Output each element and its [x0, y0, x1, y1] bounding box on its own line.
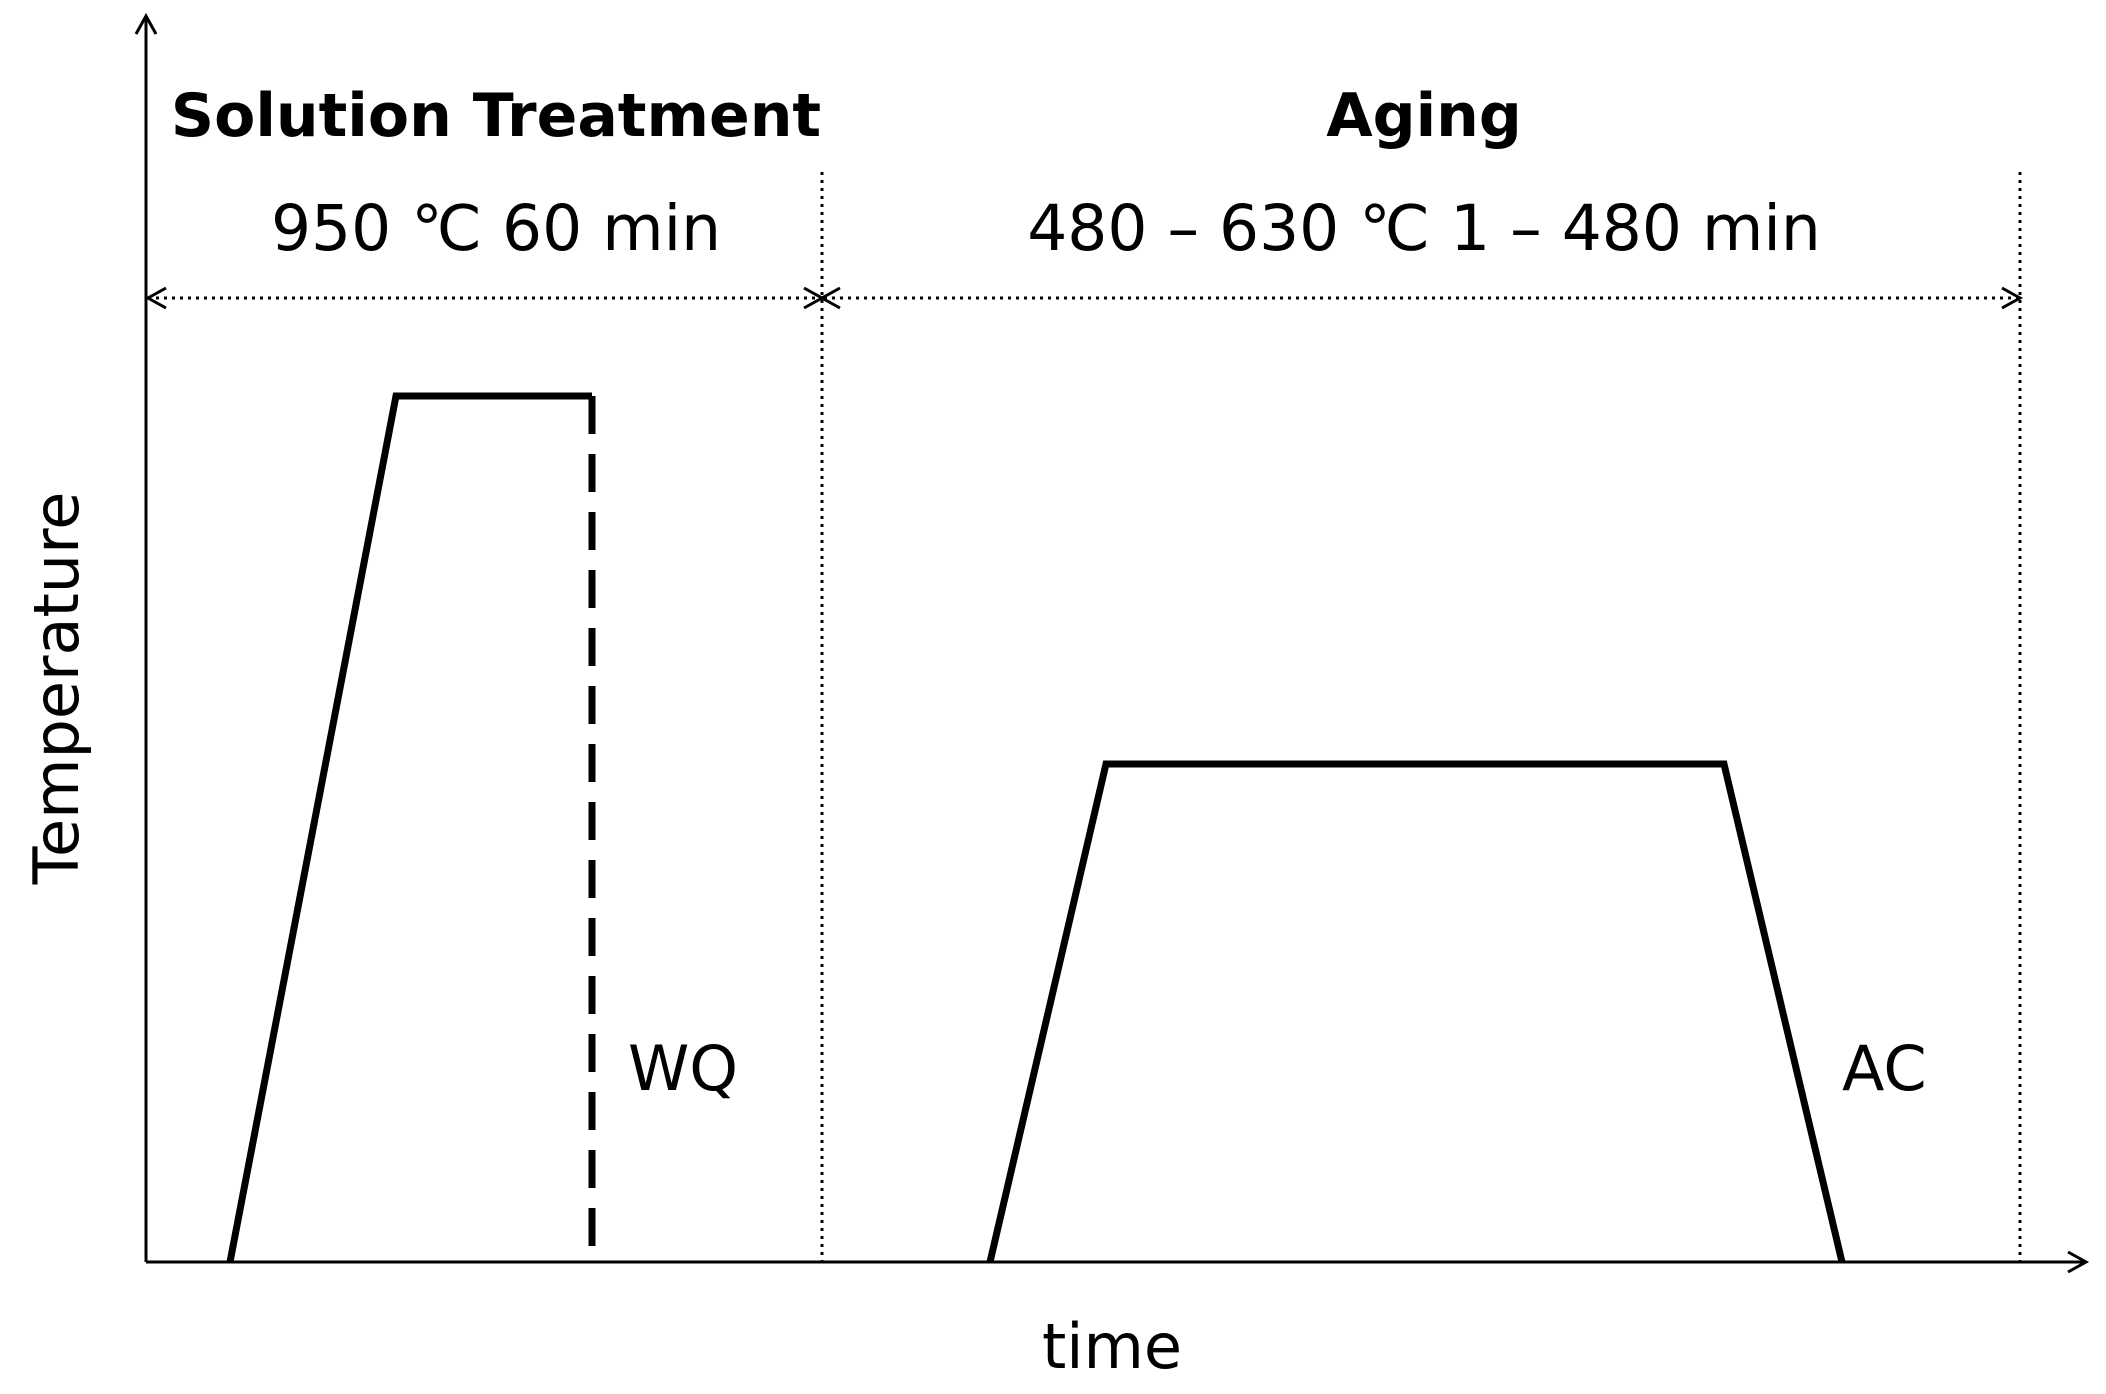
- aging-profile: [986, 760, 1846, 1263]
- water-quench-label: WQ: [628, 1032, 738, 1105]
- aging-span-left-arrowhead: [818, 286, 841, 310]
- stage-dividers: [820, 172, 2022, 1262]
- solution-treatment-conditions: 950 ℃ 60 min: [271, 192, 721, 265]
- solution-treatment-profile: [226, 392, 592, 1263]
- y-axis-arrowhead: [134, 12, 158, 35]
- aging-title: Aging: [1326, 81, 1522, 151]
- span-arrows: [144, 286, 2024, 310]
- solution-treatment-title: Solution Treatment: [171, 81, 821, 151]
- y-axis-label: Temperature: [20, 492, 93, 886]
- solution-span-left-arrowhead: [144, 286, 167, 310]
- x-axis-label: time: [1042, 1310, 1182, 1383]
- air-cool-label: AC: [1842, 1032, 1927, 1105]
- x-axis-arrowhead: [2067, 1250, 2090, 1274]
- aging-conditions: 480 – 630 ℃ 1 – 480 min: [1027, 192, 1821, 265]
- aging-span-right-arrowhead: [2001, 286, 2024, 310]
- axes: [134, 12, 2090, 1274]
